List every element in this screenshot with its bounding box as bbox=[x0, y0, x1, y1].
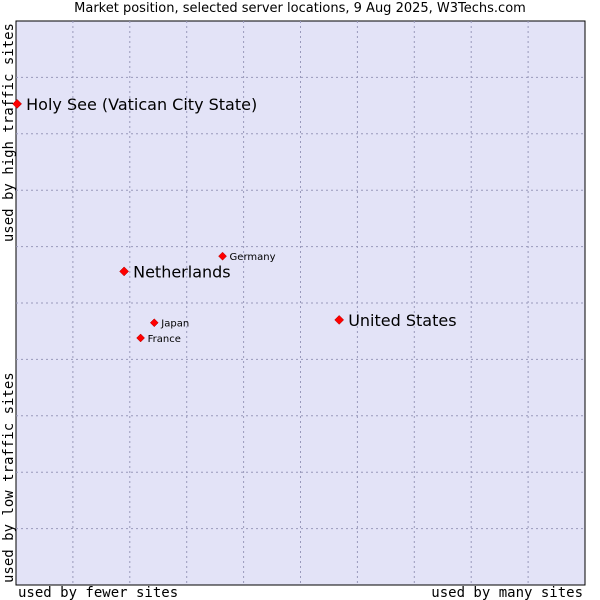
data-point-label: Japan bbox=[160, 319, 189, 330]
data-point-label: Netherlands bbox=[133, 262, 231, 281]
y-axis-label-low: used by low traffic sites bbox=[1, 372, 17, 583]
grid-lines bbox=[16, 21, 585, 585]
data-points: Holy See (Vatican City State) Netherlands… bbox=[12, 95, 457, 345]
data-point-marker bbox=[12, 99, 22, 109]
data-point-marker bbox=[149, 318, 159, 328]
y-axis-label-high: used by high traffic sites bbox=[1, 23, 17, 242]
chart-title: Market position, selected server locatio… bbox=[74, 1, 526, 16]
data-point-marker bbox=[218, 251, 227, 261]
x-axis-label-high: used by many sites bbox=[431, 585, 583, 600]
data-point-label: Holy See (Vatican City State) bbox=[26, 95, 257, 114]
data-point-label: France bbox=[148, 334, 181, 345]
data-point-marker bbox=[334, 315, 345, 325]
data-point-label: United States bbox=[348, 311, 456, 330]
data-point-label: Germany bbox=[230, 252, 276, 263]
data-point-marker bbox=[119, 266, 129, 277]
data-point-marker bbox=[136, 333, 145, 343]
x-axis-label-low: used by fewer sites bbox=[18, 585, 178, 600]
